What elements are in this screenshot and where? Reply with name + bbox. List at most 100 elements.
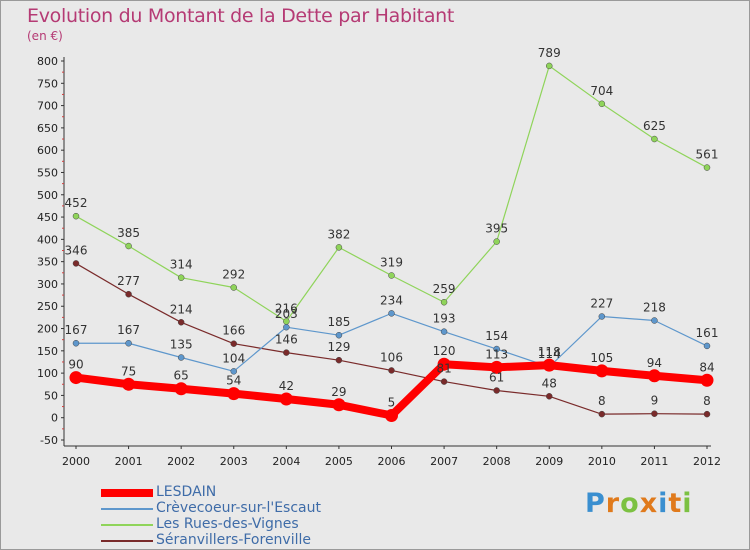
data-label: 120 (433, 344, 456, 358)
data-label: 395 (485, 222, 508, 236)
data-point (385, 408, 398, 422)
y-tick-label: 400 (37, 233, 58, 246)
y-tick-label: 350 (37, 256, 58, 269)
data-label: 214 (170, 302, 193, 316)
data-point (546, 393, 553, 400)
data-label: 166 (222, 324, 245, 338)
legend-label: Les Rues-des-Vignes (156, 516, 299, 532)
data-point (700, 373, 714, 387)
y-tick-label: 200 (37, 323, 58, 336)
data-label: 346 (65, 243, 88, 257)
x-tick-label: 2009 (535, 455, 563, 468)
data-point (72, 339, 80, 347)
data-point (546, 62, 553, 70)
data-point (230, 340, 237, 347)
data-label: 118 (538, 345, 561, 359)
x-tick-label: 2005 (325, 455, 353, 468)
y-tick-label: 150 (37, 345, 58, 358)
logo-letter: t (668, 488, 683, 519)
data-point (230, 284, 237, 291)
data-point (651, 410, 658, 417)
y-tick-label: 650 (37, 122, 58, 135)
x-tick-label: 2003 (220, 455, 248, 468)
data-label: 193 (433, 312, 456, 326)
x-tick-label: 2001 (115, 455, 143, 468)
data-label: 129 (327, 340, 350, 354)
y-tick-label: 450 (37, 211, 58, 224)
data-point (598, 100, 606, 108)
data-label: 94 (647, 356, 662, 370)
data-point (227, 387, 241, 401)
data-label: 84 (699, 360, 714, 374)
data-label: 154 (485, 329, 508, 343)
x-tick-label: 2000 (62, 455, 90, 468)
x-tick-label: 2007 (430, 455, 458, 468)
data-point (647, 369, 661, 383)
data-point (703, 164, 711, 171)
data-label: 227 (590, 296, 613, 310)
legend-swatch (101, 489, 153, 497)
data-label: 382 (327, 227, 350, 241)
y-tick-label: 500 (37, 189, 58, 202)
series-line (75, 65, 708, 322)
data-point (388, 367, 395, 374)
x-tick-label: 2011 (640, 455, 668, 468)
data-label: 789 (538, 46, 561, 60)
data-label: 81 (436, 362, 451, 376)
legend-swatch (101, 540, 153, 542)
data-label: 218 (643, 301, 666, 315)
y-tick-label: -50 (40, 434, 58, 447)
data-label: 292 (222, 268, 245, 282)
data-point (335, 356, 343, 364)
data-label: 452 (65, 196, 88, 210)
data-label: 48 (542, 376, 557, 390)
data-point (542, 358, 556, 372)
data-label: 161 (696, 326, 719, 340)
data-labels: 346 277 214 166 146 129 106 81 61 48 8 9 8 167 167 135 1… (65, 46, 719, 410)
data-label: 314 (170, 258, 193, 272)
data-point (335, 244, 343, 251)
axes: -50 0 50 100 150 200 250 300 350 400 450 500 550 600 6… (37, 55, 721, 468)
data-point (125, 339, 132, 347)
y-tick-label: 800 (37, 55, 58, 68)
y-tick-label: 0 (51, 412, 58, 425)
data-label: 54 (226, 374, 241, 388)
data-point (283, 349, 290, 356)
data-label: 42 (279, 379, 294, 393)
data-point (440, 298, 448, 306)
data-point (177, 354, 185, 361)
x-tick-label: 2010 (588, 455, 616, 468)
data-label: 259 (433, 282, 456, 296)
logo-letter: P (585, 488, 606, 519)
legend-label: Séranvillers-Forenville (156, 532, 311, 548)
legend-label: Crèvecoeur-sur-l'Escaut (156, 500, 321, 516)
data-label: 65 (174, 369, 189, 383)
y-tick-label: 700 (37, 100, 58, 113)
y-tick-label: 550 (37, 166, 58, 179)
data-label: 113 (485, 347, 508, 361)
logo-letter: x (639, 488, 659, 519)
data-point (335, 331, 343, 339)
data-point (177, 319, 185, 326)
data-point (493, 387, 500, 394)
data-point (279, 392, 293, 406)
x-tick-label: 2006 (378, 455, 406, 468)
data-point (388, 272, 395, 279)
y-tick-label: 300 (37, 278, 58, 291)
data-label: 704 (590, 84, 613, 98)
data-point (69, 371, 83, 385)
data-label: 29 (331, 385, 346, 399)
data-point (703, 342, 711, 350)
data-point (230, 368, 237, 375)
logo-letter: i (682, 488, 693, 519)
y-tick-label: 50 (44, 389, 58, 402)
data-point (72, 212, 80, 220)
data-point (122, 377, 136, 391)
data-point (440, 378, 448, 385)
data-point (388, 310, 395, 317)
data-point (595, 364, 609, 378)
x-tick-label: 2012 (693, 455, 721, 468)
proxiti-logo: Proxiti (585, 488, 693, 519)
data-label: 216 (275, 301, 298, 315)
y-tick-label: 600 (37, 144, 58, 157)
